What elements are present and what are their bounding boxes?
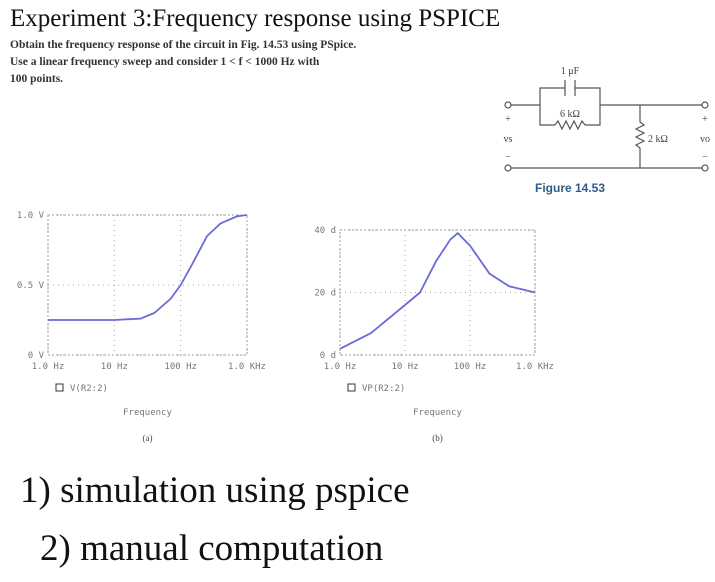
legend-label: VP(R2:2) bbox=[362, 384, 405, 394]
x-tick-label: 1.0 KHz bbox=[516, 362, 554, 372]
terminal-sign: + bbox=[702, 114, 708, 125]
terminal-label: vo bbox=[700, 134, 710, 145]
legend-symbol bbox=[55, 383, 64, 392]
x-tick-label: 10 Hz bbox=[101, 362, 128, 372]
x-tick-label: 100 Hz bbox=[454, 362, 487, 372]
x-tick-label: 1.0 Hz bbox=[32, 362, 65, 372]
data-line bbox=[339, 232, 536, 350]
terminal-sign: + bbox=[505, 114, 511, 125]
x-tick-label: 10 Hz bbox=[391, 362, 418, 372]
legend-symbol bbox=[347, 383, 356, 392]
y-tick-label: 20 d bbox=[314, 289, 336, 299]
x-axis-label: Frequency bbox=[123, 408, 172, 418]
data-line bbox=[48, 214, 248, 321]
figure-caption: Figure 14.53 bbox=[535, 181, 605, 195]
title: Experiment 3:Frequency response using PS… bbox=[10, 5, 500, 32]
resistor-label: 6 kΩ bbox=[560, 109, 580, 120]
legend-label: V(R2:2) bbox=[70, 384, 108, 394]
y-tick-label: 0 V bbox=[28, 351, 45, 361]
subfigure-caption: (b) bbox=[432, 433, 443, 443]
problem-line: 100 points. bbox=[10, 73, 63, 85]
terminal-sign: − bbox=[702, 152, 708, 163]
task: 1) simulation using pspice bbox=[20, 470, 410, 511]
y-tick-label: 40 d bbox=[314, 226, 336, 236]
x-tick-label: 100 Hz bbox=[164, 362, 197, 372]
y-tick-label: 0.5 V bbox=[17, 281, 45, 291]
x-tick-label: 1.0 Hz bbox=[324, 362, 357, 372]
x-tick-label: 1.0 KHz bbox=[228, 362, 266, 372]
y-tick-label: 0 d bbox=[320, 351, 336, 361]
problem-line: Obtain the frequency response of the cir… bbox=[10, 39, 356, 51]
subfigure-caption: (a) bbox=[143, 433, 153, 443]
terminal-sign: − bbox=[505, 152, 511, 163]
y-tick-label: 1.0 V bbox=[17, 211, 45, 221]
plot-frame bbox=[47, 214, 248, 356]
capacitor-label: 1 μF bbox=[561, 66, 580, 77]
plots: 0 V 0.5 V 1.0 V 1.0 Hz 10 Hz 100 Hz 1.0 KHz V(R… bbox=[17, 211, 554, 443]
terminal-label: vs bbox=[504, 134, 513, 145]
resistor-label: 2 kΩ bbox=[648, 134, 668, 145]
x-axis-label: Frequency bbox=[413, 408, 462, 418]
problem-line: Use a linear frequency sweep and conside… bbox=[10, 56, 320, 68]
circuit: 1 μF 6 kΩ 2 kΩ + vs − + vo − bbox=[504, 66, 710, 172]
task: 2) manual computation bbox=[40, 528, 383, 569]
